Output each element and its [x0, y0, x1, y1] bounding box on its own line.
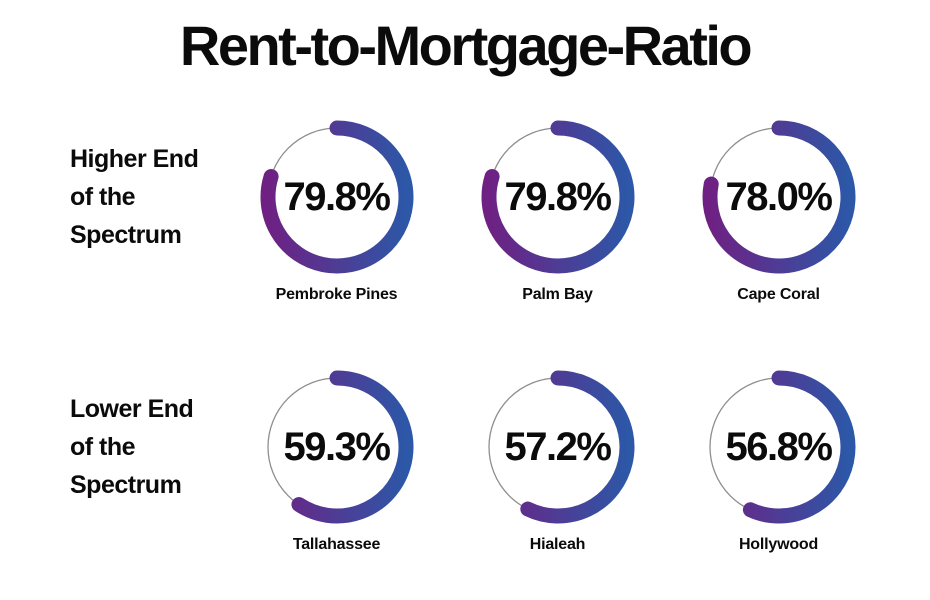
gauge-city-label: Tallahassee [292, 536, 381, 553]
donut-ring-chart [487, 370, 634, 524]
row-label-line: Spectrum [70, 471, 182, 499]
gauge-city-label: Hollywood [738, 536, 819, 553]
donut-gauge: 59.3% [252, 362, 422, 532]
donut-gauge: 79.8% [252, 112, 422, 282]
gauge-row-lower: Lower End of the Spectrum 59.3% Tallahas… [60, 362, 889, 554]
gauge-pembroke-pines: 79.8% Pembroke Pines [226, 112, 447, 304]
gauge-cape-coral: 78.0% Cape Coral [668, 112, 889, 304]
gauge-tallahassee: 59.3% Tallahassee [226, 362, 447, 554]
gauge-row-higher: Higher End of the Spectrum 79.8% Pembrok… [60, 112, 889, 304]
gauge-hialeah: 57.2% Hialeah [447, 362, 668, 554]
row-label-line: Higher End [70, 145, 199, 173]
gauge-value: 59.3% [283, 424, 391, 469]
donut-ring-chart [260, 120, 413, 274]
gauge-city-label: Hialeah [529, 536, 586, 553]
row-label-line: of the [70, 433, 136, 461]
row-label-line: Lower End [70, 395, 194, 423]
donut-ring-chart [708, 370, 855, 524]
donut-ring-chart [266, 370, 413, 524]
gauge-palm-bay: 79.8% Palm Bay [447, 112, 668, 304]
row-label-line: Spectrum [70, 221, 182, 249]
gauge-value: 78.0% [725, 174, 833, 219]
gauge-value: 56.8% [725, 424, 833, 469]
donut-gauge: 56.8% [694, 362, 864, 532]
gauge-city-label: Cape Coral [737, 286, 820, 303]
gauge-value: 57.2% [504, 424, 612, 469]
page-title: Rent-to-Mortgage-Ratio [179, 14, 753, 77]
donut-gauge: 57.2% [473, 362, 643, 532]
donut-gauge: 78.0% [694, 112, 864, 282]
donut-ring-chart [702, 120, 855, 274]
gauge-city-label: Pembroke Pines [275, 286, 398, 303]
gauge-city-label: Palm Bay [522, 286, 593, 303]
row-label-line: of the [70, 183, 136, 211]
gauge-value: 79.8% [283, 174, 391, 219]
gauge-hollywood: 56.8% Hollywood [668, 362, 889, 554]
donut-ring-chart [481, 120, 634, 274]
row-label-higher: Higher End of the Spectrum [60, 112, 226, 282]
donut-gauge: 79.8% [473, 112, 643, 282]
gauge-value: 79.8% [504, 174, 612, 219]
row-label-lower: Lower End of the Spectrum [60, 362, 226, 532]
